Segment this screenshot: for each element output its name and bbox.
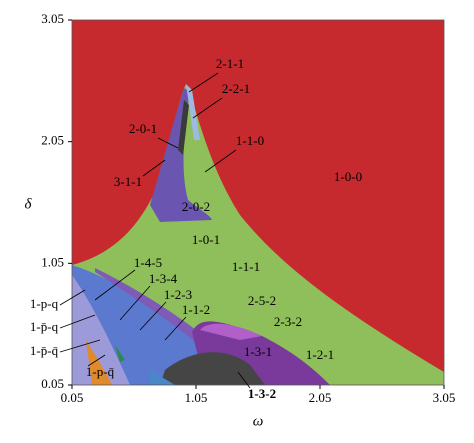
leader-line: [59, 314, 96, 329]
region: [95, 268, 215, 350]
region-label: 2-1-1: [216, 56, 244, 71]
region-label: 3-1-1: [114, 174, 142, 189]
leader-line: [188, 72, 219, 93]
plot-frame: [71, 19, 445, 386]
region-label: 1-2-3: [164, 287, 192, 302]
leader-line: [119, 285, 151, 321]
region: [150, 370, 175, 385]
x-tick-label: 1.05: [185, 390, 208, 405]
leader-line: [164, 316, 187, 341]
y-tick-label: 1.05: [41, 254, 64, 269]
leader-line: [157, 137, 179, 149]
y-axis-label: δ: [25, 196, 33, 212]
region-label: 1-1-0: [236, 133, 264, 148]
region: [86, 340, 112, 385]
region: [115, 345, 125, 362]
region-label: 2-0-1: [129, 121, 157, 136]
y-tick-label: 0.05: [41, 376, 64, 391]
region-label: 1-0-0: [334, 169, 362, 184]
x-tick-label: 3.05: [433, 390, 456, 405]
region-label: 2-3-2: [274, 314, 302, 329]
x-axis-label: ω: [253, 413, 264, 429]
region-label: 1-3-2: [248, 386, 276, 401]
leader-line: [192, 97, 223, 119]
leader-line: [94, 269, 136, 301]
leader-line: [237, 371, 251, 389]
leader-line: [204, 149, 237, 173]
region-label: 1-1-2: [182, 302, 210, 317]
region-label: 2-2-1: [222, 81, 250, 96]
region: [72, 275, 130, 385]
region-label: 2-0-2: [182, 199, 210, 214]
region: [150, 88, 212, 222]
region-label: 1-p̄-q̄: [30, 343, 59, 358]
x-tick-label: 2.05: [309, 390, 332, 405]
region-label: 1-3-1: [244, 344, 272, 359]
region-label: 1-p-q̄: [86, 364, 115, 379]
region-label: 1-4-5: [134, 255, 162, 270]
leader-line: [139, 301, 167, 331]
region: [200, 323, 262, 340]
leader-line: [142, 159, 166, 177]
region-label: 1-2-1: [306, 347, 334, 362]
region-label: 1-3-4: [149, 271, 178, 286]
leader-line: [87, 354, 106, 367]
y-tick-label: 2.05: [41, 133, 64, 148]
leader-line: [59, 289, 86, 306]
region: [186, 84, 200, 140]
region-label: 1-p-q: [30, 296, 59, 311]
region-label: 1-p̄-q: [30, 319, 59, 334]
region-label: 1-1-1: [232, 259, 260, 274]
region-label: 2-5-2: [248, 293, 276, 308]
x-tick-label: 0.05: [61, 390, 84, 405]
y-tick-label: 3.05: [41, 11, 64, 26]
leader-line: [59, 339, 101, 353]
region: [160, 352, 265, 385]
region: [178, 100, 189, 155]
region-label: 1-0-1: [192, 232, 220, 247]
